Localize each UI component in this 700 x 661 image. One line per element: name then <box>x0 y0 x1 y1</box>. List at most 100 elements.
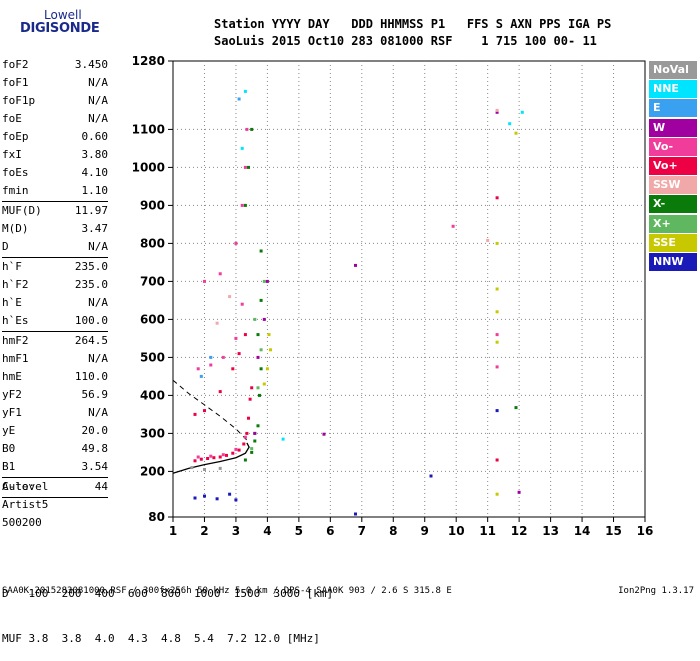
data-point <box>237 352 241 356</box>
param-row: hmE 110.0 <box>2 368 108 386</box>
param-name: foEs <box>2 166 29 179</box>
param-row: h`F 235.0 <box>2 258 108 276</box>
muf-distance-row: D 100 200 400 600 800 1000 1500 3000 [km… <box>2 586 333 601</box>
data-point <box>495 340 499 344</box>
param-row: B0 49.8 <box>2 440 108 458</box>
data-point <box>209 454 213 458</box>
data-point <box>199 374 203 378</box>
data-point <box>429 474 433 478</box>
y-tick-label: 600 <box>140 312 165 326</box>
x-tick-label: 12 <box>511 524 528 538</box>
data-point <box>234 241 238 245</box>
muf-frequency-values: 3.8 3.8 4.0 4.3 4.8 5.4 7.2 12.0 [MHz] <box>21 632 320 645</box>
data-point <box>203 409 206 413</box>
x-tick-label: 8 <box>389 524 397 538</box>
data-point <box>218 390 222 394</box>
param-row: fmin 1.10 <box>2 182 108 200</box>
x-tick-label: 15 <box>605 524 622 538</box>
data-point <box>495 241 499 245</box>
data-point <box>193 496 197 500</box>
param-row: MUF(D) 11.97 <box>2 202 108 220</box>
x-tick-label: 6 <box>326 524 334 538</box>
param-name: h`F <box>2 260 22 273</box>
data-point <box>495 196 499 200</box>
footer-file-info: SAA0K_2015283081000.RSF / 300fx256h 50 k… <box>2 586 452 596</box>
legend-item: SSE <box>649 233 697 252</box>
param-value: 11.97 <box>74 204 108 217</box>
x-tick-label: 7 <box>358 524 366 538</box>
param-value: 3.54 <box>81 460 109 473</box>
auto-line2: Artist5 <box>2 498 49 511</box>
data-point <box>245 127 249 131</box>
y-tick-label: 300 <box>140 426 165 440</box>
param-row: foF2 3.450 <box>2 56 108 74</box>
data-point <box>495 108 499 112</box>
param-row: yF1 N/A <box>2 404 108 422</box>
data-point <box>218 466 222 470</box>
legend-item: NNE <box>649 80 697 99</box>
param-separator <box>2 477 108 478</box>
param-value: 100.0 <box>74 314 108 327</box>
header-line2: SaoLuis 2015 Oct10 283 081000 RSF 1 715 … <box>214 34 597 48</box>
param-row: C-level 44 <box>2 478 108 496</box>
param-row: foEs 4.10 <box>2 164 108 182</box>
param-value: 44 <box>94 480 108 493</box>
data-point <box>218 455 222 459</box>
data-point <box>234 336 238 340</box>
data-point <box>259 367 263 371</box>
data-point <box>240 203 244 207</box>
footer: SAA0K_2015283081000.RSF / 300fx256h 50 k… <box>2 586 698 596</box>
param-row: D N/A <box>2 238 108 256</box>
data-point <box>218 272 222 276</box>
data-point <box>520 110 524 114</box>
y-tick-label: 400 <box>140 388 165 402</box>
param-row: fxI 3.80 <box>2 146 108 164</box>
param-row: yE 20.0 <box>2 422 108 440</box>
data-point <box>209 355 213 359</box>
header-line1: Station YYYY DAY DDD HHMMSS P1 FFS S AXN… <box>214 17 612 31</box>
x-tick-label: 5 <box>295 524 303 538</box>
param-row: h`F2 235.0 <box>2 276 108 294</box>
data-point <box>196 367 200 371</box>
x-tick-label: 3 <box>232 524 240 538</box>
x-tick-label: 10 <box>448 524 465 538</box>
param-name: yF2 <box>2 388 22 401</box>
y-tick-label: 900 <box>140 198 165 212</box>
data-point <box>247 165 250 169</box>
data-point <box>193 412 197 416</box>
data-point <box>203 494 206 498</box>
data-point <box>508 122 512 126</box>
legend-item: NNW <box>649 252 697 271</box>
data-point <box>243 89 247 93</box>
x-tick-label: 2 <box>200 524 208 538</box>
legend-item: E <box>649 99 697 118</box>
station-header: Station YYYY DAY DDD HHMMSS P1 FFS S AXN… <box>214 16 611 50</box>
parameter-panel: foF2 3.450 foF1 N/A foF1p N/A foE N/A foEp 0.60 fx… <box>2 56 108 498</box>
data-point <box>228 492 232 496</box>
legend-item: W <box>649 118 697 137</box>
data-point <box>212 456 216 460</box>
muf-d-label: D <box>2 587 9 600</box>
data-point <box>221 453 225 457</box>
data-point <box>495 365 499 369</box>
param-value: N/A <box>88 352 108 365</box>
param-value: 235.0 <box>74 278 108 291</box>
param-row: foF1p N/A <box>2 92 108 110</box>
data-point <box>495 409 499 413</box>
data-point <box>237 448 241 452</box>
param-name: yF1 <box>2 406 22 419</box>
data-point <box>322 432 326 436</box>
param-value: N/A <box>88 94 108 107</box>
param-separator <box>2 331 108 332</box>
x-tick-label: 4 <box>263 524 271 538</box>
y-tick-label: 500 <box>140 350 165 364</box>
data-point <box>265 279 269 283</box>
param-value: 0.60 <box>81 130 109 143</box>
muf-distance-values: 100 200 400 600 800 1000 1500 3000 [km] <box>8 587 334 600</box>
param-name: M(D) <box>2 222 29 235</box>
y-tick-label: 80 <box>148 510 165 524</box>
param-name: foF1p <box>2 94 36 107</box>
y-tick-label: 1000 <box>132 160 165 174</box>
param-value: 235.0 <box>74 260 108 273</box>
param-row: foF1 N/A <box>2 74 108 92</box>
